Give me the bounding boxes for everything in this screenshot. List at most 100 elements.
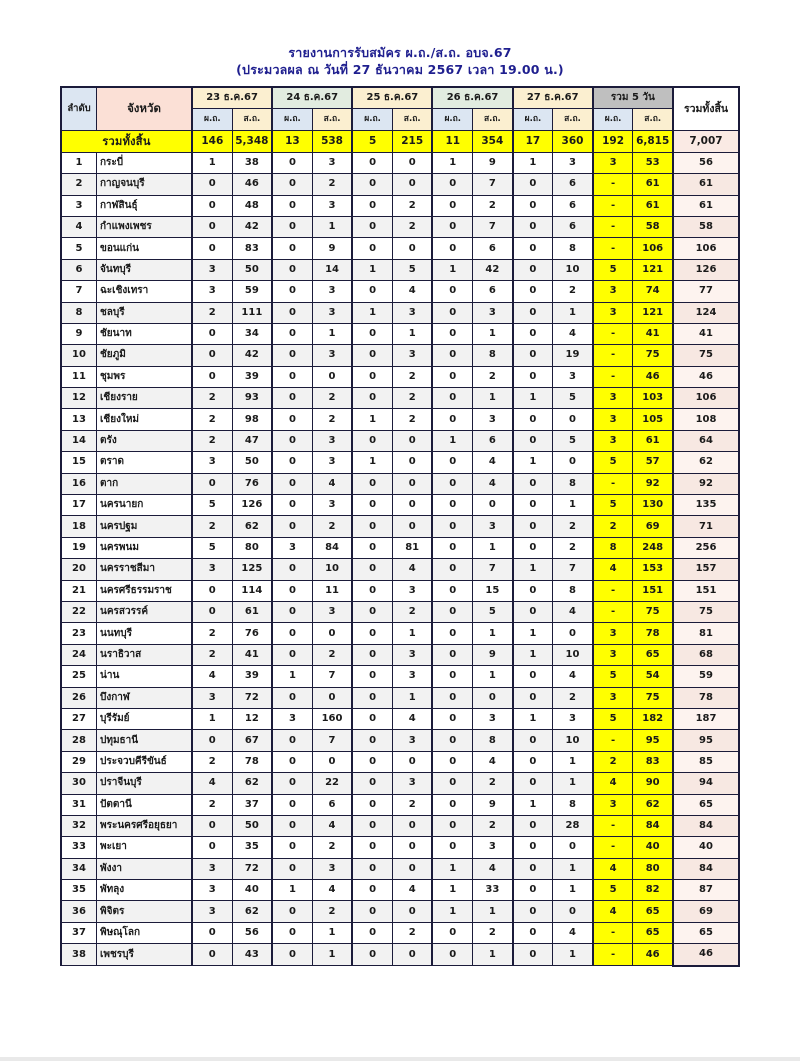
table-row: 25 น่าน 4 39 1 7 0 3 0 1 0 4 5 54 59 [60,665,740,688]
row-value-1: 50 [231,258,273,282]
row-sequence: 14 [60,429,97,453]
row-value-1: 125 [231,558,273,581]
row-value-7: 8 [472,729,514,752]
row-value-1: 43 [231,943,273,967]
col-header-grand-total: รวมทั้งสิ้น [672,85,740,131]
row-value-0: 0 [190,579,233,602]
row-value-11: 153 [632,558,674,581]
row-value-8: 0 [511,322,554,346]
row-value-4: 1 [351,258,393,282]
row-value-10: - [591,579,634,602]
totals-cell-11: 6,815 [632,129,674,153]
row-value-11: 65 [632,900,674,923]
row-value-3: 3 [311,451,353,474]
row-value-3: 3 [311,494,353,517]
row-value-0: 3 [190,879,233,902]
row-value-2: 0 [271,814,313,838]
row-value-9: 1 [552,750,594,774]
row-grand-total: 106 [672,237,740,260]
row-value-0: 0 [190,173,233,196]
row-value-8: 0 [511,258,554,282]
row-value-3: 4 [311,472,353,496]
row-province-name: น่าน [96,665,193,688]
row-value-2: 0 [271,900,313,923]
row-value-11: 75 [632,686,674,709]
row-sequence: 28 [60,729,97,752]
row-value-6: 0 [431,387,474,410]
row-value-7: 33 [472,879,514,902]
row-value-1: 98 [231,408,273,431]
row-value-9: 2 [552,280,594,303]
row-value-6: 0 [431,579,474,602]
row-value-2: 0 [271,558,313,581]
row-value-0: 0 [190,472,233,496]
row-value-8: 0 [511,237,554,260]
row-sequence: 20 [60,558,97,581]
row-value-4: 0 [351,943,393,967]
row-value-7: 9 [472,793,514,816]
row-value-0: 2 [190,387,233,410]
row-value-11: 105 [632,408,674,431]
row-value-3: 2 [311,900,353,923]
row-value-2: 0 [271,793,313,816]
row-sequence: 11 [60,365,97,389]
subheader-day-3-st: ส.ถ. [391,108,433,131]
row-value-1: 114 [231,579,273,602]
row-sequence: 16 [60,472,97,496]
row-value-8: 0 [511,344,554,367]
row-value-6: 0 [431,173,474,196]
row-value-9: 10 [552,643,594,667]
row-sequence: 19 [60,536,97,560]
row-value-2: 0 [271,215,313,239]
row-value-7: 3 [472,408,514,431]
table-row: 18 นครปฐม 2 62 0 2 0 0 0 3 0 2 2 69 71 [60,515,740,538]
row-sequence: 26 [60,686,97,709]
row-value-10: 3 [591,622,634,645]
row-value-8: 0 [511,900,554,923]
row-value-7: 0 [472,494,514,517]
row-value-8: 0 [511,750,554,774]
row-value-10: 3 [591,429,634,453]
row-value-2: 0 [271,258,313,282]
row-sequence: 38 [60,943,97,967]
row-value-11: 95 [632,729,674,752]
row-value-7: 6 [472,280,514,303]
row-value-1: 78 [231,750,273,774]
row-value-4: 0 [351,494,393,517]
row-grand-total: 85 [672,750,740,774]
row-province-name: นครพนม [96,536,193,560]
row-value-0: 2 [190,408,233,431]
row-grand-total: 108 [672,408,740,431]
row-value-8: 1 [511,558,554,581]
row-value-10: 4 [591,857,634,881]
row-value-11: 121 [632,258,674,282]
row-value-1: 41 [231,643,273,667]
row-value-4: 0 [351,921,393,945]
row-province-name: พิจิตร [96,900,193,923]
row-value-7: 2 [472,772,514,795]
row-value-3: 7 [311,665,353,688]
row-value-2: 0 [271,322,313,346]
row-grand-total: 41 [672,322,740,346]
row-value-8: 0 [511,194,554,217]
row-value-8: 0 [511,857,554,881]
table-row: 28 ปทุมธานี 0 67 0 7 0 3 0 8 0 10-95 95 [60,729,740,752]
row-value-4: 1 [351,451,393,474]
row-value-5: 1 [391,322,433,346]
row-value-4: 0 [351,151,393,175]
row-value-5: 2 [391,600,433,624]
row-value-1: 76 [231,472,273,496]
row-value-5: 2 [391,793,433,816]
row-province-name: ชัยนาท [96,322,193,346]
row-value-0: 3 [190,900,233,923]
row-value-0: 5 [190,494,233,517]
row-value-11: 61 [632,194,674,217]
row-value-8: 0 [511,579,554,602]
row-value-6: 0 [431,793,474,816]
row-value-2: 0 [271,301,313,324]
row-value-7: 7 [472,558,514,581]
row-value-11: 58 [632,215,674,239]
table-row: 16 ตาก 0 76 0 4 0 0 0 4 0 8-92 92 [60,472,740,496]
row-value-2: 0 [271,237,313,260]
